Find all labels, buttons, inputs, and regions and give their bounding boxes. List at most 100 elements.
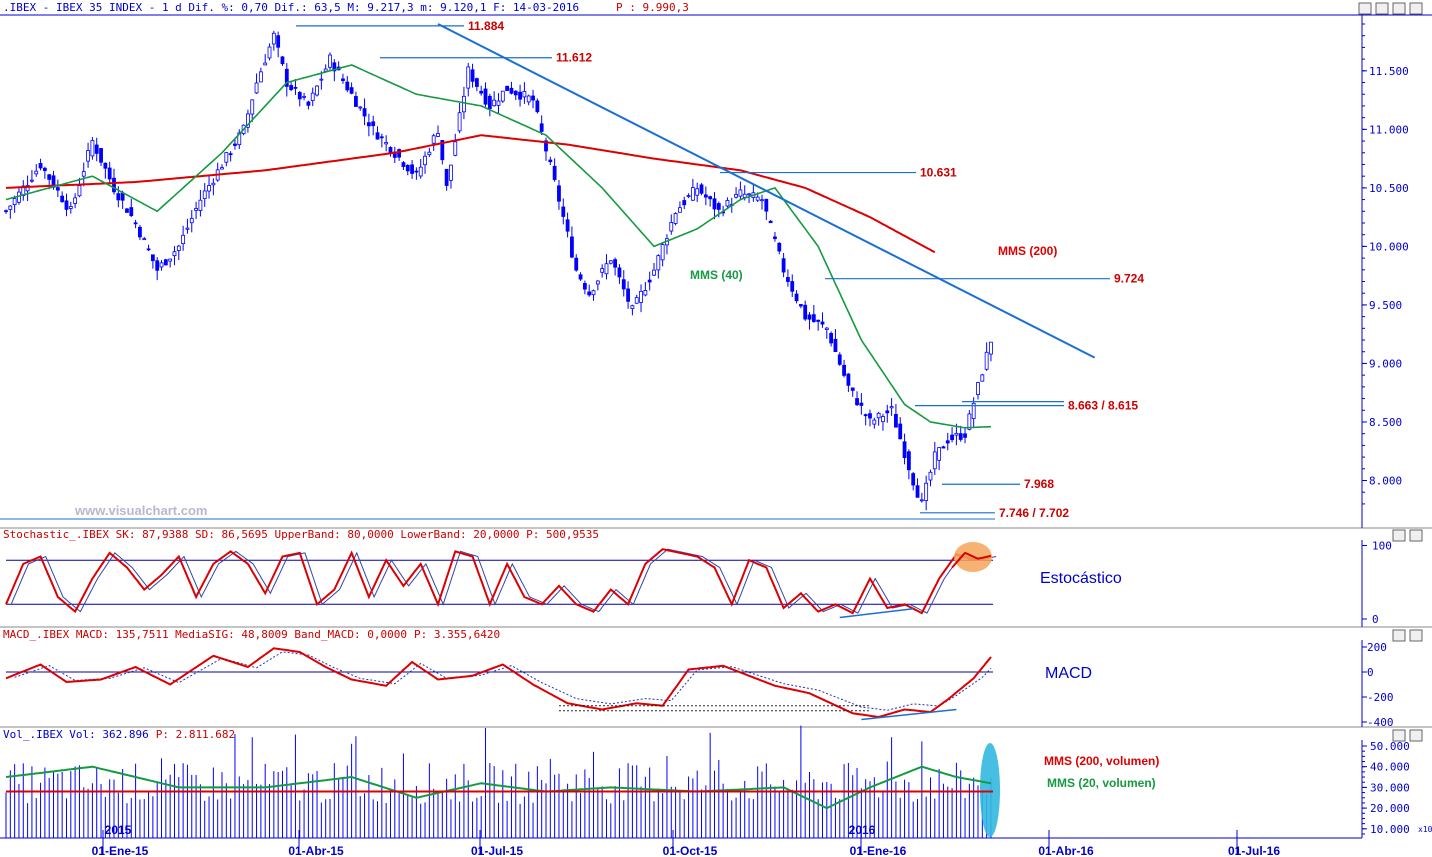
price-bar-body — [107, 167, 112, 180]
price-bar-body — [172, 251, 177, 257]
time-axis: 01-Ene-15 01-Abr-15 01-Jul-15 01-Oct-15 01-E… — [92, 823, 1281, 857]
price-bar-body — [889, 406, 894, 409]
moving-averages: MMS (200) MMS (40) — [5, 23, 1096, 429]
price-bar-body — [630, 305, 635, 310]
volume-panel-window-buttons[interactable] — [1392, 729, 1423, 742]
volume-axis-tick-label: 30.000 — [1370, 781, 1410, 794]
level-label: 8.663 / 8.615 — [1068, 399, 1138, 413]
price-bar-body — [146, 248, 151, 251]
price-bar-body — [42, 167, 47, 172]
price-bar-body — [90, 140, 95, 157]
price-bar-body — [989, 341, 993, 355]
price-bar-body — [202, 190, 207, 200]
price-bar-body — [837, 354, 842, 365]
price-bar-body — [976, 382, 980, 396]
price-bar-body — [284, 68, 289, 87]
price-bar-body — [617, 267, 622, 278]
macd-axis-tick-label: -400 — [1367, 716, 1394, 729]
price-bar-body — [881, 416, 885, 423]
price-bar-body — [582, 283, 587, 290]
stoch-sd-line — [10, 548, 997, 614]
price-bar-body — [138, 226, 142, 238]
volume-panel: 10.000 20.000 30.000 40.000 50.000 — [5, 725, 1410, 838]
price-bar-body — [570, 236, 574, 258]
price-bar-body — [86, 150, 90, 162]
price-bar-body — [716, 203, 721, 210]
price-bar-body — [600, 268, 605, 273]
price-bar-body — [833, 338, 838, 353]
macd-signal-line — [14, 651, 992, 711]
price-bar-body — [552, 165, 557, 180]
price-bar-body — [371, 121, 376, 127]
price-bar-body — [863, 414, 868, 417]
price-bar-body — [790, 281, 795, 292]
price-bar-body — [768, 220, 773, 224]
price-bar-body — [777, 242, 782, 252]
macd-panel-window-buttons[interactable] — [1392, 629, 1423, 642]
price-bar-body — [945, 440, 950, 444]
price-axis-tick-label: 8.500 — [1369, 416, 1402, 429]
price-bar-body — [803, 304, 808, 320]
stochastic-label: Estocástico — [1040, 570, 1122, 587]
price-bar-body — [824, 327, 829, 331]
price-bar-body — [492, 99, 497, 107]
price-bar-body — [850, 387, 855, 391]
price-bar-body — [358, 106, 363, 109]
price-bar-body — [302, 95, 306, 98]
price-bar-body — [669, 222, 674, 232]
price-bar-body — [894, 413, 898, 428]
price-bar-body — [267, 46, 272, 59]
price-bar-body — [81, 171, 86, 177]
price-bar-body — [228, 153, 233, 156]
price-axis-tick-label: 10.000 — [1369, 240, 1409, 253]
price-bar-body — [397, 149, 402, 158]
price-bar-body — [159, 262, 164, 268]
price-bar-body — [708, 196, 713, 200]
price-bar-body — [362, 108, 367, 117]
price-bar-body — [487, 95, 492, 110]
price-bar-body — [345, 81, 350, 91]
price-bar-body — [656, 255, 661, 271]
price-bar-body — [384, 141, 389, 145]
price-bar-body — [695, 188, 700, 196]
price-bar-body — [483, 88, 488, 105]
price-bar-body — [129, 207, 134, 216]
price-bar-body — [911, 473, 916, 486]
price-bar-body — [280, 56, 285, 65]
price-bar-body — [760, 199, 764, 202]
price-panel-window-buttons[interactable] — [1358, 2, 1423, 15]
price-bar-body — [8, 205, 13, 210]
stoch-axis-tick-label: 100 — [1372, 540, 1392, 553]
price-bar-body — [608, 260, 613, 264]
price-bar-body — [872, 419, 877, 425]
price-bar-body — [591, 290, 596, 296]
price-bar-body — [842, 364, 846, 376]
watermark: www.visualchart.com — [74, 503, 207, 518]
price-bar-body — [531, 95, 535, 101]
price-bar-body — [798, 304, 803, 307]
price-bar-body — [310, 92, 315, 101]
price-bar-body — [297, 91, 302, 100]
price-bars — [4, 30, 993, 511]
price-bar-body — [142, 238, 147, 241]
price-bar-body — [755, 196, 760, 201]
price-bar-body — [332, 62, 337, 72]
price-bar-body — [928, 471, 933, 481]
stochastic-panel: 0 100 — [5, 540, 1392, 626]
price-bar-body — [440, 140, 445, 161]
time-axis-tick-label: 01-Jul-15 — [471, 844, 523, 857]
stochastic-panel-window-buttons[interactable] — [1392, 529, 1423, 542]
price-bar-body — [634, 297, 639, 304]
price-bar-body — [30, 179, 34, 182]
time-axis-tick-label: 01-Ene-16 — [850, 844, 907, 857]
price-bar-body — [859, 402, 864, 406]
price-bar-body — [690, 187, 695, 201]
price-bar-body — [980, 374, 985, 382]
price-bar-body — [185, 227, 190, 230]
price-bar-body — [254, 82, 259, 94]
price-bar-body — [444, 168, 449, 186]
macd-axis-tick-label: 200 — [1367, 641, 1387, 654]
price-axis-tick-label: 8.000 — [1369, 475, 1402, 488]
price-bar-body — [263, 62, 268, 66]
price-bar-body — [898, 423, 903, 440]
